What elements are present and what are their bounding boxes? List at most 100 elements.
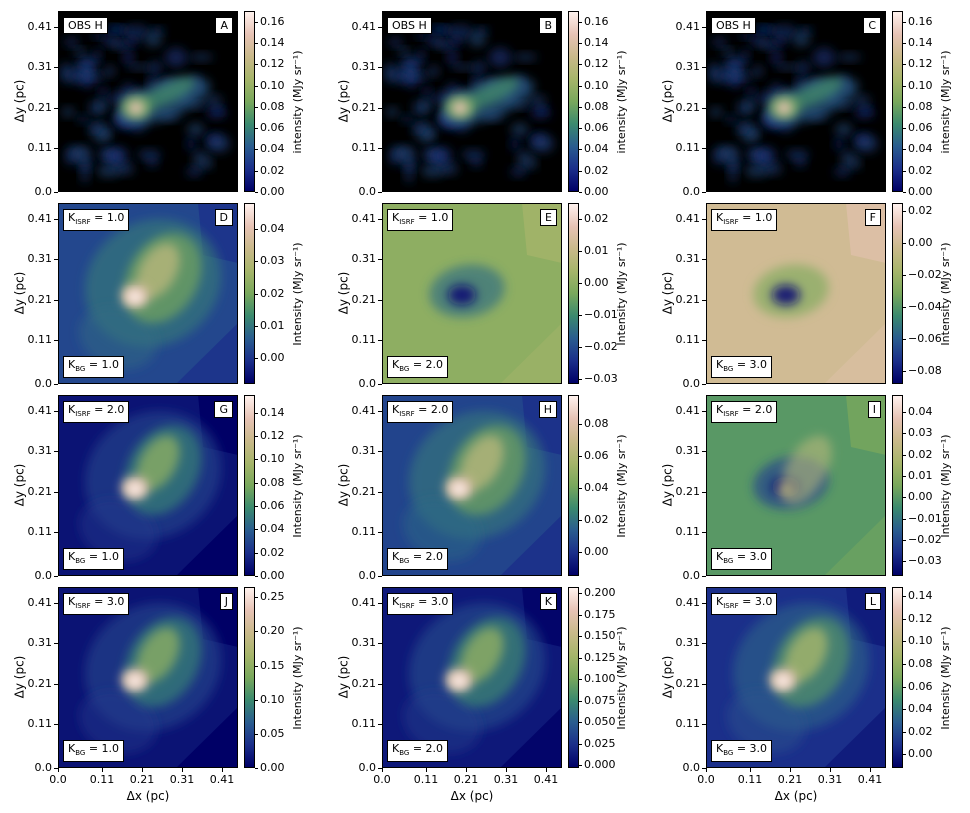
emission-blob	[776, 101, 792, 115]
colorbar-tick-mark	[579, 283, 582, 285]
panel-letter: K	[539, 593, 557, 610]
emission-blob	[122, 49, 134, 65]
panel-frame	[706, 11, 886, 192]
emission-blob	[752, 65, 764, 77]
emission-blob	[144, 31, 163, 47]
emission-blob	[854, 135, 879, 153]
y-tick-label: 0.31	[675, 60, 701, 74]
x-tick-mark	[830, 768, 831, 772]
y-tick-label: 0.0	[34, 761, 53, 774]
emission-blob	[728, 163, 738, 183]
emission-blob	[722, 147, 741, 164]
colorbar-label: intensity (MJy sr⁻¹)	[291, 50, 304, 153]
y-tick-mark	[54, 451, 58, 453]
y-tick-mark	[54, 683, 58, 685]
x-tick-label: 0.31	[493, 773, 519, 786]
image-panel-K: K KISRF = 3.0 KBG = 2.0	[382, 587, 562, 768]
colorbar-tick-label: 0.04	[908, 405, 933, 419]
colorbar-tick-mark	[903, 21, 906, 23]
colorbar-tick-mark	[579, 251, 582, 253]
y-tick-label: 0.41	[27, 596, 53, 610]
x-tick-mark	[142, 768, 143, 772]
y-axis-label: Δy (pc)	[336, 463, 351, 506]
panel-frame	[382, 395, 562, 576]
colorbar-tick-label: 0.12	[908, 611, 933, 625]
emission-blob	[746, 85, 755, 96]
x-tick-mark	[546, 768, 547, 772]
colorbar-tick-label: −0.01	[584, 308, 618, 322]
colorbar-tick-mark	[579, 614, 582, 616]
panel-frame	[58, 587, 238, 768]
colorbar-tick-mark	[903, 85, 906, 87]
colorbar-label: Intensity (MJy sr⁻¹)	[615, 241, 628, 346]
colorbar-tick-mark	[579, 149, 582, 151]
colorbar-tick-label: 0.00	[584, 276, 609, 290]
colorbar-tick-label: −0.01	[908, 511, 942, 525]
colorbar-tick-mark	[255, 665, 258, 667]
panel-frame	[58, 203, 238, 384]
colorbar-tick-mark	[579, 679, 582, 681]
kisrf-value: 3.0	[430, 595, 449, 608]
colorbar	[568, 587, 579, 768]
colorbar-label: Intensity (MJy sr⁻¹)	[615, 433, 628, 538]
emission-blob	[784, 627, 828, 683]
colorbar-tick-mark	[255, 149, 258, 151]
emission-blob	[80, 163, 90, 183]
colorbar-tick-label: 0.06	[908, 679, 933, 693]
y-tick-mark	[702, 683, 706, 685]
y-tick-mark	[54, 299, 58, 301]
y-axis-label: Δy (pc)	[660, 79, 675, 122]
colorbar-tick-label: 0.02	[908, 163, 933, 177]
emission-blob	[748, 132, 759, 140]
emission-blob	[405, 72, 430, 80]
panel-image	[706, 203, 886, 384]
colorbar-tick-label: 0.16	[908, 14, 933, 28]
kbg-label: KBG = 1.0	[63, 547, 125, 570]
emission-blob	[460, 435, 504, 491]
image-panel-B: B OBS H	[382, 11, 562, 192]
emission-blob	[137, 149, 161, 160]
kisrf-label: KISRF = 3.0	[387, 593, 454, 616]
y-tick-mark	[54, 603, 58, 605]
y-tick-mark	[702, 259, 706, 261]
emission-blob	[510, 167, 527, 177]
emission-blob	[98, 85, 107, 96]
y-tick-mark	[378, 384, 382, 385]
y-tick-label: 0.0	[682, 185, 701, 198]
x-tick-label: 0.31	[817, 773, 843, 786]
emission-blob	[757, 26, 768, 34]
y-tick-mark	[702, 643, 706, 645]
panel-letter: G	[214, 401, 233, 418]
emission-blob	[146, 157, 158, 168]
mosaic-edge-region	[500, 707, 562, 768]
colorbar-tick-mark	[579, 700, 582, 702]
emission-blob	[77, 114, 88, 124]
image-panel-L: L KISRF = 3.0 KBG = 3.0	[706, 587, 886, 768]
emission-blob	[111, 40, 130, 50]
emission-blob	[79, 498, 157, 562]
y-tick-mark	[378, 299, 382, 301]
colorbar-tick-label: 0.14	[260, 35, 285, 49]
kisrf-label: KISRF = 2.0	[63, 401, 130, 424]
panel-frame	[58, 11, 238, 192]
emission-blob	[401, 114, 412, 124]
emission-blob	[403, 498, 481, 562]
x-tick-mark	[790, 768, 791, 772]
panel-letter: D	[214, 209, 233, 226]
colorbar-tick-label: 0.06	[260, 498, 285, 512]
panel-image	[706, 395, 886, 576]
panel-frame	[382, 587, 562, 768]
emission-blob	[72, 47, 87, 55]
y-tick-mark	[378, 531, 382, 533]
emission-blob	[834, 167, 851, 177]
y-tick-label: 0.31	[27, 444, 53, 458]
y-tick-mark	[702, 219, 706, 221]
y-tick-label: 0.41	[351, 596, 377, 610]
emission-blob	[204, 95, 223, 107]
emission-blob	[404, 163, 414, 183]
x-tick-label: 0.21	[129, 773, 155, 786]
colorbar-tick-label: 0.04	[260, 522, 285, 536]
y-axis-label: Δy (pc)	[12, 271, 27, 314]
x-tick-mark	[222, 768, 223, 772]
colorbar-tick-mark	[255, 128, 258, 130]
